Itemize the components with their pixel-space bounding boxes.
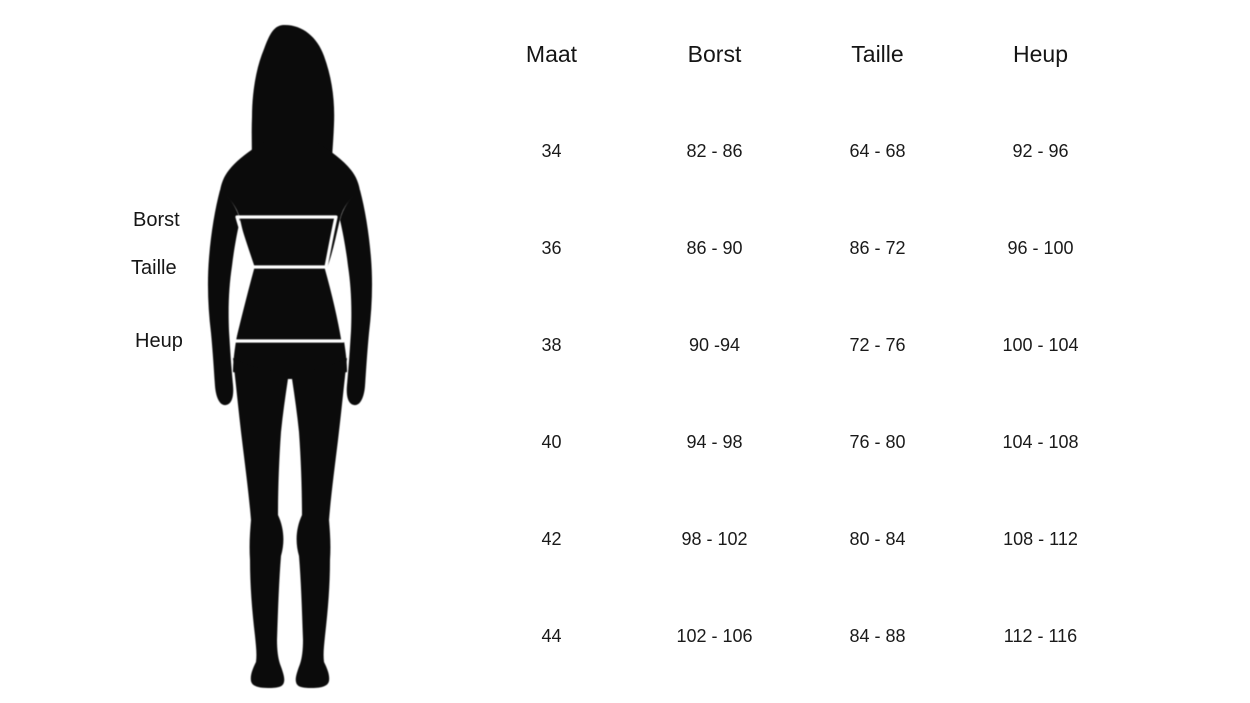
range-cell: 108 - 112 (1003, 529, 1078, 549)
range-cell: 72 - 76 (849, 335, 906, 355)
range-cell: 86 - 90 (686, 238, 743, 258)
range-cell: 100 - 104 (1002, 335, 1079, 355)
range-cell: 104 - 108 (1002, 432, 1079, 452)
range-cell: 64 - 68 (849, 141, 906, 161)
range-cell: 92 - 96 (1012, 141, 1069, 161)
body-silhouette (207, 24, 373, 688)
body-label-heup: Heup (135, 330, 183, 352)
range-cell: 112 - 116 (1003, 626, 1078, 646)
column-header-maat: Maat (525, 41, 578, 67)
range-cell: 94 - 98 (686, 432, 743, 452)
left-leg-shape (233, 358, 289, 688)
range-cell: 90 -94 (688, 335, 741, 355)
female-silhouette-graphic (207, 24, 373, 688)
range-cell: 80 - 84 (849, 529, 906, 549)
range-cell: 96 - 100 (1007, 238, 1074, 258)
size-value-cell: 38 (541, 335, 562, 355)
figure-area: Borst Taille Heup (0, 0, 470, 703)
size-value-cell: 34 (541, 141, 562, 161)
right-leg-shape (291, 358, 347, 688)
range-cell: 86 - 72 (849, 238, 906, 258)
size-value-cell: 44 (541, 626, 562, 646)
column-header-borst: Borst (687, 41, 742, 67)
right-arm-shape (340, 190, 373, 406)
range-cell: 84 - 88 (849, 626, 906, 646)
size-value-cell: 36 (541, 238, 562, 258)
column-header-heup: Heup (1013, 41, 1068, 67)
size-table: Maat Borst Taille Heup 34 82 - 86 64 - 68 92 - … (470, 6, 1122, 685)
range-cell: 76 - 80 (849, 432, 906, 452)
range-cell: 102 - 106 (676, 626, 753, 646)
column-header-taille: Taille (851, 41, 904, 67)
range-cell: 98 - 102 (681, 529, 748, 549)
torso-shape (220, 139, 360, 379)
body-label-taille: Taille (131, 257, 177, 279)
size-value-cell: 40 (541, 432, 562, 452)
measurement-lines (232, 215, 345, 343)
left-arm-shape (207, 190, 240, 406)
body-label-borst: Borst (133, 209, 180, 231)
range-cell: 82 - 86 (686, 141, 743, 161)
size-value-cell: 42 (541, 529, 562, 549)
